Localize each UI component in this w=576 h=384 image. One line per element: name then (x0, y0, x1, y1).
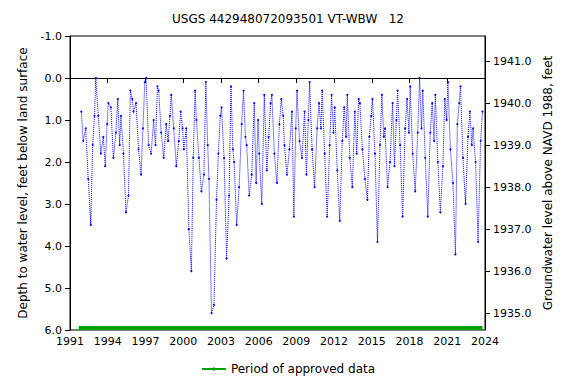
svg-text:2000: 2000 (169, 335, 197, 348)
svg-text:4.0: 4.0 (45, 240, 63, 253)
svg-text:5.0: 5.0 (45, 282, 63, 295)
svg-text:1940.0: 1940.0 (493, 97, 532, 110)
svg-text:2021: 2021 (433, 335, 461, 348)
svg-text:1.0: 1.0 (45, 114, 63, 127)
svg-text:USGS 442948072093501 VT-WBW: USGS 442948072093501 VT-WBW 12 (172, 12, 404, 26)
svg-text:Depth to water level, feet bel: Depth to water level, feet below land su… (16, 47, 30, 318)
svg-text:1991: 1991 (56, 335, 84, 348)
svg-text:1994: 1994 (94, 335, 122, 348)
svg-text:2006: 2006 (245, 335, 273, 348)
svg-text:6.0: 6.0 (44, 323, 62, 337)
svg-text:1997: 1997 (131, 335, 159, 348)
svg-text:Period of approved data: Period of approved data (231, 362, 375, 376)
svg-text:2015: 2015 (358, 335, 386, 348)
svg-text:2.0: 2.0 (45, 156, 63, 169)
svg-text:2024: 2024 (471, 335, 499, 348)
svg-text:2018: 2018 (396, 335, 424, 348)
svg-text:-1.0: -1.0 (41, 30, 62, 43)
svg-text:2003: 2003 (207, 335, 235, 348)
svg-text:0.0: 0.0 (45, 72, 63, 85)
svg-text:2009: 2009 (282, 335, 310, 348)
svg-text:Groundwater level above NAVD 1: Groundwater level above NAVD 1988, feet (541, 55, 555, 310)
svg-text:1935.0: 1935.0 (493, 307, 532, 320)
svg-text:1937.0: 1937.0 (493, 223, 532, 236)
svg-text:1941.0: 1941.0 (493, 55, 532, 68)
svg-text:1939.0: 1939.0 (493, 139, 532, 152)
svg-text:3.0: 3.0 (45, 198, 63, 211)
svg-text:1936.0: 1936.0 (493, 265, 532, 278)
svg-text:1938.0: 1938.0 (493, 181, 532, 194)
svg-text:2012: 2012 (320, 335, 348, 348)
